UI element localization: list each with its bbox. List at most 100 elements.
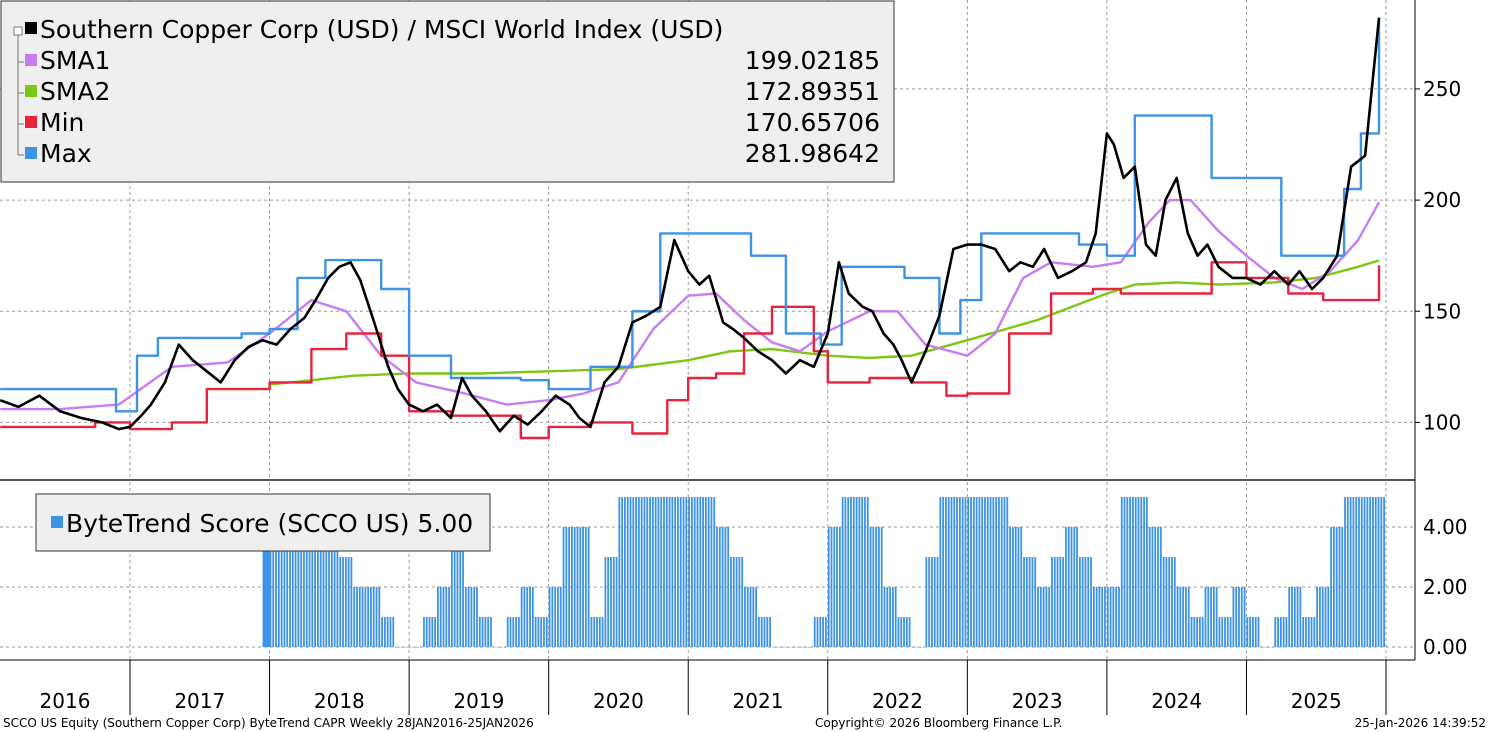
score-bar	[266, 497, 269, 647]
score-bar	[1279, 617, 1282, 647]
score-bar	[1193, 617, 1196, 647]
score-bar	[986, 497, 989, 647]
score-bar	[1187, 587, 1190, 647]
score-bar	[744, 587, 746, 647]
score-bar	[685, 497, 688, 647]
score-bar	[268, 497, 270, 647]
score-bar	[509, 617, 512, 647]
score-bar	[866, 497, 869, 647]
score-bar	[998, 497, 1000, 647]
score-bar	[1132, 497, 1134, 647]
score-bar	[1067, 527, 1070, 647]
score-bar	[919, 647, 922, 648]
score-bar	[794, 647, 797, 648]
score-bar	[492, 647, 495, 648]
score-bar	[411, 647, 414, 648]
score-bar	[682, 497, 685, 647]
score-bar	[1171, 557, 1173, 647]
score-bar	[1383, 497, 1386, 647]
score-bar	[1335, 527, 1338, 647]
legend-collapse-icon[interactable]	[13, 26, 23, 36]
score-bar	[262, 497, 265, 647]
score-bar	[1277, 617, 1279, 647]
score-bar	[414, 647, 417, 648]
score-bar	[691, 497, 693, 647]
x-year-label: 2016	[40, 689, 91, 713]
score-bar	[280, 497, 283, 647]
score-bar	[431, 617, 434, 647]
score-bar	[649, 497, 651, 647]
score-bar	[562, 527, 565, 647]
legend-label: SMA2	[40, 77, 110, 106]
score-bar	[1369, 497, 1372, 647]
score-bar	[1265, 647, 1268, 648]
score-bar	[894, 587, 897, 647]
x-year-label: 2024	[1151, 689, 1202, 713]
legend-label: Max	[40, 139, 92, 168]
score-bar	[763, 617, 766, 647]
score-bar	[1366, 497, 1369, 647]
score-bar	[677, 497, 679, 647]
score-bar	[1129, 497, 1132, 647]
score-bar	[1235, 587, 1238, 647]
score-bar	[972, 497, 975, 647]
score-bar	[1282, 617, 1285, 647]
score-bar	[643, 497, 646, 647]
score-bar	[621, 497, 624, 647]
score-bar	[265, 497, 268, 647]
score-bar	[1324, 587, 1327, 647]
score-bar	[378, 587, 381, 647]
score-bar	[1104, 587, 1106, 647]
score-bar	[799, 647, 802, 648]
score-bar	[1260, 647, 1263, 648]
score-bar	[624, 497, 626, 647]
score-bar	[707, 497, 710, 647]
score-bar	[721, 527, 724, 647]
score-bar	[956, 497, 958, 647]
score-bar	[995, 497, 998, 647]
score-bar	[693, 497, 696, 647]
score-bar	[875, 527, 878, 647]
score-bar	[1185, 587, 1187, 647]
score-bar	[551, 587, 554, 647]
score-bar	[1120, 497, 1123, 647]
score-bar	[1327, 587, 1330, 647]
score-bar	[495, 647, 498, 648]
score-bar	[543, 617, 545, 647]
score-bar	[554, 587, 557, 647]
score-bar	[903, 617, 905, 647]
score-bar	[308, 497, 311, 647]
series-line-max	[0, 17, 1381, 413]
y-tick-label: 150	[1423, 299, 1461, 323]
score-bar	[448, 587, 450, 647]
score-bar	[632, 497, 635, 647]
score-bar	[1240, 587, 1243, 647]
score-bar	[1212, 587, 1215, 647]
score-bar	[593, 617, 596, 647]
score-legend[interactable]: ByteTrend Score (SCCO US) 5.00	[35, 493, 491, 552]
score-bar	[565, 527, 568, 647]
score-bar	[1316, 587, 1319, 647]
score-bar	[964, 497, 967, 647]
score-bar	[958, 497, 961, 647]
score-bar	[423, 617, 425, 647]
score-bar	[515, 617, 517, 647]
score-bar	[811, 647, 813, 648]
score-bar	[464, 587, 467, 647]
score-bar	[579, 527, 582, 647]
series-line-sma2	[269, 259, 1380, 386]
score-bar	[557, 587, 559, 647]
score-bar	[1332, 527, 1335, 647]
score-bar	[370, 587, 372, 647]
legend-swatch	[25, 147, 37, 159]
score-bar	[1081, 557, 1084, 647]
score-bar	[420, 647, 423, 648]
score-bar	[367, 587, 370, 647]
score-bar	[434, 617, 437, 647]
score-bar	[1374, 497, 1377, 647]
score-bar	[409, 647, 411, 648]
main-legend[interactable]: Southern Copper Corp (USD) / MSCI World …	[0, 0, 895, 183]
score-bar	[936, 557, 939, 647]
score-bar	[615, 557, 618, 647]
score-bar	[1025, 557, 1028, 647]
